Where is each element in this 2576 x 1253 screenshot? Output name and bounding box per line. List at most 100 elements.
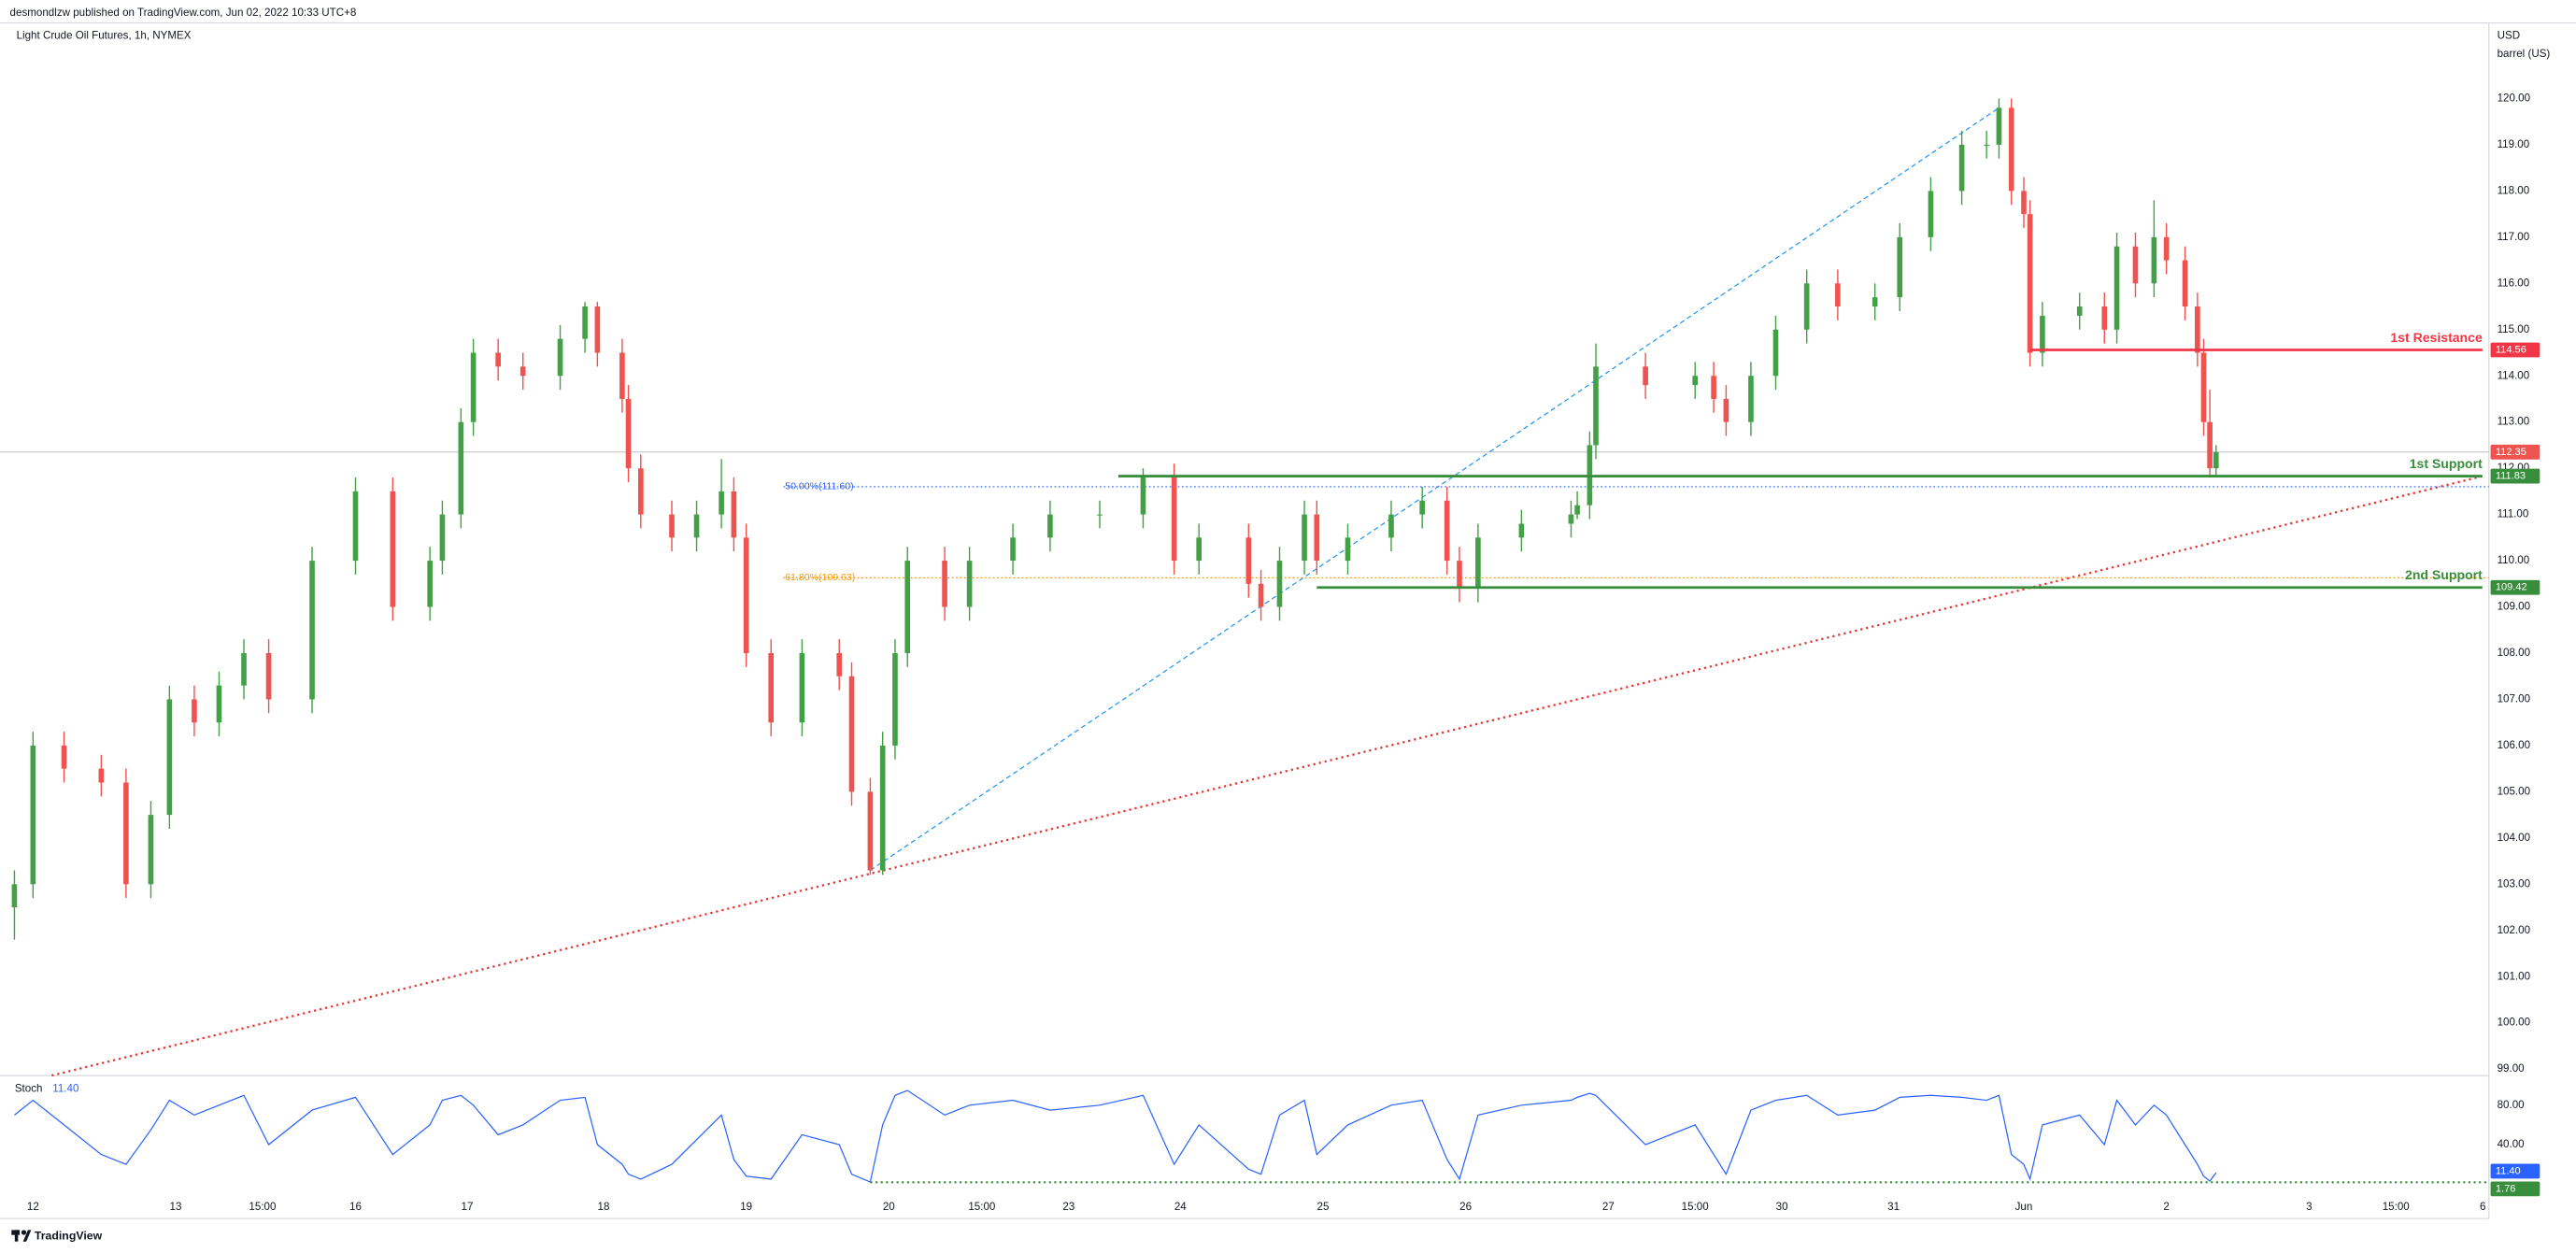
level-price-tag-box xyxy=(2490,579,2540,595)
x-tick-label: 17 xyxy=(462,1201,474,1213)
y-tick-label: 111.00 xyxy=(2498,508,2529,520)
unit: barrel (US) xyxy=(2498,48,2551,60)
fib-label: 61.80%(109.63) xyxy=(785,572,855,583)
candle-body xyxy=(1345,537,1351,562)
candle-body xyxy=(582,306,588,339)
x-tick-label: 15:00 xyxy=(968,1201,995,1213)
candle-body xyxy=(799,652,805,723)
candle-body xyxy=(2163,236,2170,261)
indicator-level-tag: 1.76 xyxy=(2496,1183,2516,1194)
x-tick-label: 18 xyxy=(598,1201,610,1213)
last-price-tag-box xyxy=(2490,444,2540,460)
candle-body xyxy=(867,791,874,871)
candle-body xyxy=(61,745,67,769)
candle-body xyxy=(1276,561,1283,607)
candle-body xyxy=(1692,376,1699,386)
indicator-level-tag-box xyxy=(2490,1181,2540,1197)
x-tick-label: 23 xyxy=(1062,1201,1075,1213)
indicator-value: 11.40 xyxy=(52,1082,78,1094)
y-tick-label: 118.00 xyxy=(2498,184,2530,196)
candle-body xyxy=(470,352,477,422)
indicator-line xyxy=(14,1089,2217,1183)
candle-body xyxy=(619,352,625,399)
x-tick-label: Jun xyxy=(2015,1201,2033,1213)
level-name: 1st Support xyxy=(2410,456,2483,471)
candle-body xyxy=(1772,329,1779,377)
candle-body xyxy=(1574,505,1580,515)
candle-body xyxy=(1314,514,1320,562)
candle-body xyxy=(2151,236,2157,284)
level-price-tag: 111.83 xyxy=(2496,470,2526,481)
x-tick-label: 26 xyxy=(1459,1201,1472,1213)
candle-body xyxy=(98,768,105,783)
candle-body xyxy=(1835,283,1841,307)
level-price-tag-box xyxy=(2490,342,2540,358)
publisher: desmondlzw published on TradingView.com,… xyxy=(10,7,357,19)
candle-body xyxy=(1258,583,1264,607)
x-tick-label: 6 xyxy=(2480,1201,2485,1213)
level-price-tag: 109.42 xyxy=(2496,582,2527,593)
candle-body xyxy=(1140,477,1146,515)
candle-body xyxy=(1723,398,1729,422)
candle-body xyxy=(2021,191,2027,215)
candle-body xyxy=(2040,315,2045,353)
candle-body xyxy=(638,468,644,515)
y-tick-label: 103.00 xyxy=(2498,877,2530,890)
brand-logo xyxy=(11,1230,32,1242)
candle-body xyxy=(2182,260,2188,307)
candle-body xyxy=(241,652,247,686)
candle-body xyxy=(1302,514,1307,562)
candle-body xyxy=(1518,523,1525,538)
candle-body xyxy=(1984,144,1989,146)
y-tick-label: 40.00 xyxy=(2498,1138,2525,1150)
candle-body xyxy=(743,537,749,653)
candle-body xyxy=(2113,246,2120,330)
x-tick-label: 15:00 xyxy=(249,1201,276,1213)
candle-body xyxy=(519,366,526,377)
level-price-tag: 114.56 xyxy=(2496,344,2526,355)
candle-body xyxy=(719,491,724,515)
candle-body xyxy=(836,652,843,676)
trend-line xyxy=(870,107,2000,871)
candle-body xyxy=(1388,514,1394,538)
candle-body xyxy=(2101,306,2108,330)
candle-body xyxy=(1171,477,1177,562)
x-tick-label: 15:00 xyxy=(1682,1201,1709,1213)
candle-body xyxy=(1047,514,1053,538)
candle-body xyxy=(942,561,947,607)
candle-body xyxy=(1568,514,1574,524)
candle-body xyxy=(1643,366,1648,386)
x-tick-label: 27 xyxy=(1602,1201,1615,1213)
x-tick-label: 30 xyxy=(1776,1201,1788,1213)
candle-body xyxy=(2213,451,2219,469)
candle-body xyxy=(904,561,911,653)
candle-body xyxy=(192,699,197,723)
candle-body xyxy=(693,514,700,538)
candle-body xyxy=(1245,537,1252,584)
x-tick-label: 24 xyxy=(1174,1201,1187,1213)
candle-body xyxy=(2076,306,2083,316)
candle-body xyxy=(458,421,464,515)
y-tick-label: 105.00 xyxy=(2498,785,2530,797)
candle-body xyxy=(390,491,396,607)
candle-body xyxy=(1419,500,1425,515)
level-name: 2nd Support xyxy=(2405,567,2483,582)
candle-body xyxy=(166,699,173,816)
level-price-tag-box xyxy=(2490,468,2540,484)
y-tick-label: 107.00 xyxy=(2498,693,2530,705)
candle-body xyxy=(1897,236,1903,298)
y-tick-label: 109.00 xyxy=(2498,601,2530,613)
candle-body xyxy=(1457,561,1462,589)
candle-body xyxy=(265,652,272,700)
y-tick-label: 114.00 xyxy=(2498,369,2530,381)
candle-body xyxy=(2008,107,2014,192)
y-tick-label: 102.00 xyxy=(2498,924,2530,936)
level-name: 1st Resistance xyxy=(2390,330,2483,345)
x-tick-label: 31 xyxy=(1887,1201,1900,1213)
x-tick-label: 12 xyxy=(27,1201,39,1213)
y-tick-label: 120.00 xyxy=(2498,93,2530,105)
candle-body xyxy=(1928,191,1934,237)
candle-body xyxy=(731,491,737,538)
